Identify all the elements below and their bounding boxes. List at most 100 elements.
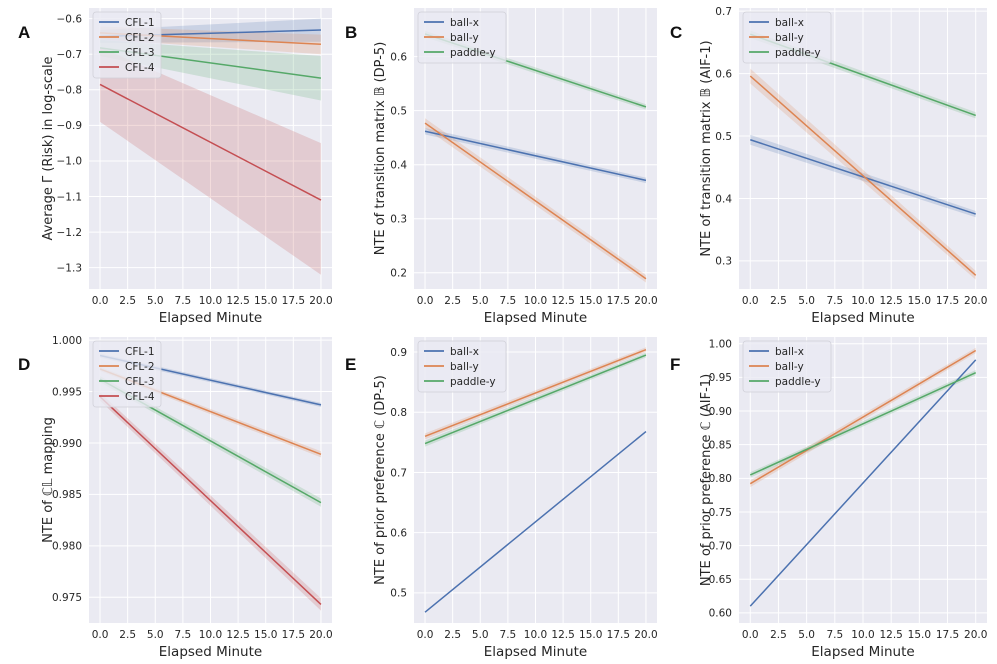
chart-f-legend-label: paddle-y (775, 376, 821, 388)
chart-a-xtick-label: 2.5 (119, 295, 136, 307)
chart-a-ytick-label: −1.3 (57, 262, 83, 274)
chart-d-xtick-label: 5.0 (147, 629, 164, 641)
chart-e-ytick-label: 0.8 (390, 407, 407, 419)
chart-d-line-cfl-4 (99, 396, 322, 606)
chart-a-legend-label: CFL-2 (125, 32, 155, 44)
chart-b-legend-label: ball-x (450, 17, 479, 29)
chart-f-ytick-label: 1.00 (709, 339, 732, 351)
chart-a-ylabel: Average Γ (Risk) in log-scale (41, 56, 56, 240)
chart-e-ytick-label: 0.5 (390, 588, 407, 600)
chart-f-legend-label: ball-y (775, 361, 804, 373)
chart-e-ylabel: NTE of prior preference ℂ (DP-5) (373, 375, 388, 585)
chart-e-xtick-label: 0.0 (417, 629, 434, 641)
chart-d-xtick-label: 20.0 (309, 629, 332, 641)
chart-e-xtick-label: 20.0 (634, 629, 657, 641)
chart-f-line-ball-y (749, 349, 977, 485)
chart-b-ytick-label: 0.3 (390, 214, 407, 226)
chart-f-line-paddle-y (749, 371, 977, 476)
chart-f-panel-letter: F (670, 355, 680, 374)
chart-c-xtick-label: 17.5 (936, 295, 959, 307)
chart-f-xtick-label: 0.0 (742, 629, 759, 641)
chart-d-xtick-label: 17.5 (282, 629, 305, 641)
chart-d-xtick-label: 15.0 (254, 629, 277, 641)
chart-e: 0.0 2.5 5.0 7.5 10.0 12.5 15.0 17.5 20.0 0.5 0.6 0.… (345, 337, 658, 660)
chart-c-line-ball-y (749, 75, 977, 276)
chart-f-xtick-label: 15.0 (908, 629, 931, 641)
chart-a-line-cfl-4 (99, 83, 322, 201)
chart-f-xtick-label: 5.0 (798, 629, 815, 641)
chart-c-xtick-label: 10.0 (851, 295, 874, 307)
chart-f-ytick-label: 0.85 (709, 439, 732, 451)
chart-d-legend-box (92, 340, 162, 408)
chart-b-xtick-label: 20.0 (634, 295, 657, 307)
chart-a-xtick-label: 10.0 (199, 295, 222, 307)
chart-b-legend-label: ball-y (450, 32, 479, 44)
chart-d-xtick-label: 2.5 (119, 629, 136, 641)
chart-d-ytick-label: 0.980 (52, 541, 82, 553)
chart-d-ytick-label: 1.000 (52, 335, 82, 347)
chart-f-ytick-label: 0.90 (709, 406, 732, 418)
chart-b-xlabel: Elapsed Minute (484, 310, 587, 326)
chart-f-xtick-label: 7.5 (826, 629, 843, 641)
chart-b-legend-label: paddle-y (450, 47, 496, 59)
chart-f-xtick-label: 17.5 (936, 629, 959, 641)
chart-a: 0.0 2.5 5.0 7.5 10.0 12.5 15.0 17.5 20.0 −1.3 −1.2… (18, 8, 333, 326)
chart-d-xtick-label: 7.5 (175, 629, 192, 641)
chart-c-legend-box (742, 11, 832, 64)
chart-e-xtick-label: 10.0 (524, 629, 547, 641)
chart-d-ytick-label: 0.990 (52, 438, 82, 450)
chart-a-ytick-label: −0.8 (57, 85, 83, 97)
chart-a-ytick-label: −0.7 (57, 49, 83, 61)
chart-f-ylabel: NTE of prior preference ℂ (AIF-1) (699, 374, 714, 586)
chart-a-ytick-label: −1.0 (57, 156, 83, 168)
chart-e-xtick-label: 15.0 (579, 629, 602, 641)
chart-a-xtick-label: 12.5 (226, 295, 249, 307)
chart-b-xtick-label: 12.5 (551, 295, 574, 307)
chart-e-legend-label: paddle-y (450, 376, 496, 388)
chart-a-legend: CFL-1 CFL-2 CFL-3 CFL-4 (92, 11, 162, 79)
chart-e-ytick-label: 0.9 (390, 347, 407, 359)
chart-c-band-ball-y (750, 68, 976, 280)
chart-d-xtick-label: 12.5 (226, 629, 249, 641)
chart-c-ylabel: NTE of transition matrix 𝔹 (AIF-1) (699, 40, 714, 256)
chart-d-xtick-label: 0.0 (92, 629, 109, 641)
chart-c-ytick-label: 0.4 (715, 193, 732, 205)
chart-f-xlabel: Elapsed Minute (811, 644, 914, 660)
chart-e-panel-letter: E (345, 355, 356, 374)
chart-f-xtick-label: 10.0 (851, 629, 874, 641)
chart-e-ytick-label: 0.6 (390, 527, 407, 539)
chart-b-ytick-label: 0.2 (390, 268, 407, 280)
chart-a-legend-box (92, 11, 162, 79)
chart-d-ytick-label: 0.975 (52, 592, 82, 604)
chart-c-xlabel: Elapsed Minute (811, 310, 914, 326)
chart-f-legend-label: ball-x (775, 346, 804, 358)
chart-c-legend-label: ball-y (775, 32, 804, 44)
chart-f-legend: ball-x ball-y paddle-y (742, 340, 832, 393)
chart-f-ytick-label: 0.75 (709, 507, 732, 519)
chart-d-xtick-label: 10.0 (199, 629, 222, 641)
chart-f-line-ball-x (749, 359, 977, 607)
chart-e-xtick-label: 5.0 (472, 629, 489, 641)
chart-f-xtick-label: 20.0 (964, 629, 987, 641)
chart-f-legend-box (742, 340, 832, 393)
chart-a-xtick-label: 7.5 (175, 295, 192, 307)
chart-c: 0.0 2.5 5.0 7.5 10.0 12.5 15.0 17.5 20.0 0.3 0.4 0.… (670, 6, 987, 326)
chart-c-panel-letter: C (670, 23, 682, 42)
chart-e-xtick-label: 17.5 (607, 629, 630, 641)
chart-b-line-ball-x (424, 130, 647, 182)
chart-c-ytick-label: 0.7 (715, 6, 732, 18)
chart-b-ytick-label: 0.5 (390, 105, 407, 117)
chart-b-ytick-label: 0.6 (390, 51, 407, 63)
chart-b-xtick-label: 0.0 (417, 295, 434, 307)
chart-a-panel-letter: A (18, 23, 30, 42)
chart-e-line-paddle-y (424, 354, 647, 445)
chart-a-legend-label: CFL-4 (125, 62, 155, 74)
chart-a-xtick-label: 15.0 (254, 295, 277, 307)
chart-a-xtick-label: 20.0 (309, 295, 332, 307)
chart-a-ytick-label: −1.2 (57, 227, 83, 239)
chart-b-panel-letter: B (345, 23, 357, 42)
chart-f: 0.0 2.5 5.0 7.5 10.0 12.5 15.0 17.5 20.0 0.60 0.65… (670, 337, 987, 660)
chart-e-xtick-label: 2.5 (444, 629, 461, 641)
chart-a-xtick-label: 0.0 (92, 295, 109, 307)
